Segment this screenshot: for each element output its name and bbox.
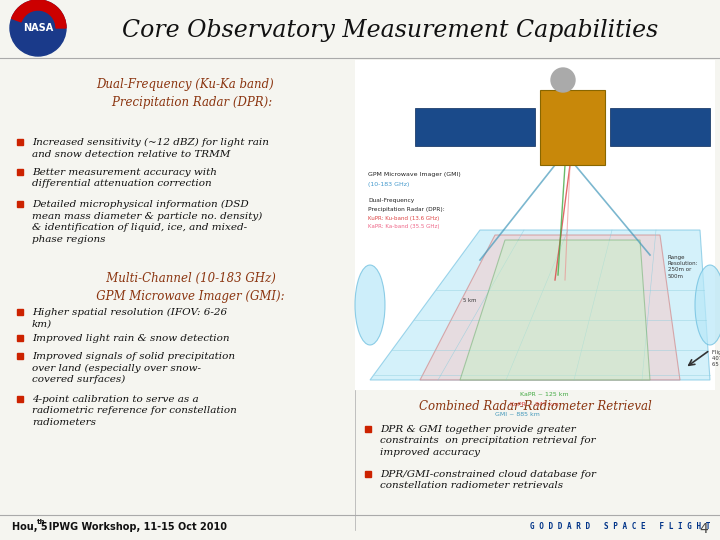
Text: DPR & GMI together provide greater
constraints  on precipitation retrieval for
i: DPR & GMI together provide greater const… [380, 425, 595, 457]
Text: G O D D A R D   S P A C E   F L I G H T   C E N T E R: G O D D A R D S P A C E F L I G H T C E … [530, 522, 720, 531]
FancyBboxPatch shape [17, 309, 23, 315]
Text: Higher spatial resolution (IFOV: 6-26
km): Higher spatial resolution (IFOV: 6-26 km… [32, 308, 227, 328]
Text: DPR/GMI-constrained cloud database for
constellation radiometer retrievals: DPR/GMI-constrained cloud database for c… [380, 470, 596, 490]
Circle shape [551, 68, 575, 92]
Text: Improved signals of solid precipitation
over land (especially over snow-
covered: Improved signals of solid precipitation … [32, 352, 235, 384]
Text: Dual-Frequency: Dual-Frequency [368, 198, 414, 203]
Text: 5 km: 5 km [463, 298, 477, 303]
Text: Improved light rain & snow detection: Improved light rain & snow detection [32, 334, 230, 343]
Text: Better measurement accuracy with
differential attenuation correction: Better measurement accuracy with differe… [32, 168, 217, 188]
Text: 4-point calibration to serve as a
radiometric reference for constellation
radiom: 4-point calibration to serve as a radiom… [32, 395, 237, 427]
Text: Detailed microphysical information (DSD
mean mass diameter & particle no. densit: Detailed microphysical information (DSD … [32, 200, 262, 244]
Circle shape [10, 0, 66, 56]
Ellipse shape [355, 265, 385, 345]
Text: (10-183 GHz): (10-183 GHz) [368, 182, 410, 187]
FancyBboxPatch shape [17, 169, 23, 175]
Text: Multi-Channel (10-183 GHz)
   GPM Microwave Imager (GMI):: Multi-Channel (10-183 GHz) GPM Microwave… [85, 272, 285, 303]
Text: Core Observatory Measurement Capabilities: Core Observatory Measurement Capabilitie… [122, 18, 658, 42]
FancyBboxPatch shape [17, 201, 23, 207]
Text: KaPR: Ka-band (35.5 GHz): KaPR: Ka-band (35.5 GHz) [368, 224, 439, 229]
FancyBboxPatch shape [365, 471, 371, 477]
FancyBboxPatch shape [17, 396, 23, 402]
FancyBboxPatch shape [17, 139, 23, 145]
Polygon shape [370, 230, 710, 380]
Text: Hou, 5: Hou, 5 [12, 522, 48, 532]
FancyBboxPatch shape [610, 108, 710, 146]
Text: Increased sensitivity (~12 dBZ) for light rain
and snow detection relative to TR: Increased sensitivity (~12 dBZ) for ligh… [32, 138, 269, 159]
Text: Combined Radar-Radiometer Retrieval: Combined Radar-Radiometer Retrieval [418, 400, 652, 413]
Text: KuPR ~ 245 km: KuPR ~ 245 km [510, 402, 559, 407]
Polygon shape [420, 235, 680, 380]
FancyBboxPatch shape [365, 426, 371, 432]
Text: KaPR ~ 125 km: KaPR ~ 125 km [520, 392, 569, 397]
Text: th: th [37, 519, 45, 525]
FancyBboxPatch shape [17, 335, 23, 341]
Text: GPM Microwave Imager (GMI): GPM Microwave Imager (GMI) [368, 172, 461, 177]
Text: GMI ~ 885 km: GMI ~ 885 km [495, 412, 540, 417]
Polygon shape [460, 240, 650, 380]
Text: Dual-Frequency (Ku-Ka band)
    Precipitation Radar (DPR):: Dual-Frequency (Ku-Ka band) Precipitatio… [96, 78, 274, 109]
FancyBboxPatch shape [540, 90, 605, 165]
Text: NASA: NASA [23, 23, 53, 33]
Text: Precipitation Radar (DPR):: Precipitation Radar (DPR): [368, 207, 445, 212]
FancyBboxPatch shape [415, 108, 535, 146]
Ellipse shape [695, 265, 720, 345]
Text: Range
Resolution:
250m or
500m: Range Resolution: 250m or 500m [668, 255, 698, 279]
FancyBboxPatch shape [17, 353, 23, 359]
Wedge shape [12, 0, 66, 28]
Text: KuPR: Ku-band (13.6 GHz): KuPR: Ku-band (13.6 GHz) [368, 216, 439, 221]
Text: Flight Direction
407 km Altitude
65 deg inclination: Flight Direction 407 km Altitude 65 deg … [712, 350, 720, 367]
FancyBboxPatch shape [355, 60, 715, 390]
Text: IPWG Workshop, 11-15 Oct 2010: IPWG Workshop, 11-15 Oct 2010 [42, 522, 227, 532]
Text: 4: 4 [699, 522, 708, 536]
